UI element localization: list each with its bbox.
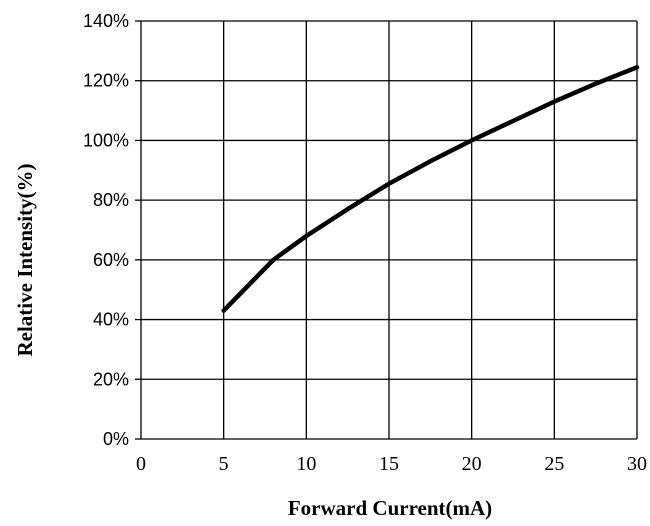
- y-tick-label: 60%: [93, 250, 129, 270]
- y-tick-label: 140%: [83, 11, 129, 31]
- y-tick-label: 80%: [93, 190, 129, 210]
- grid: [135, 20, 638, 440]
- y-tick-label: 20%: [93, 369, 129, 389]
- y-tick-label: 120%: [83, 71, 129, 91]
- y-tick-labels: 0% 20% 40% 60% 80% 100% 120% 140%: [83, 11, 129, 449]
- x-tick-label: 25: [544, 453, 564, 475]
- x-tick-label: 0: [136, 453, 146, 475]
- y-tick-label: 100%: [83, 130, 129, 150]
- series-layer: [221, 65, 640, 313]
- x-tick-label: 15: [379, 453, 399, 475]
- x-tick-label: 30: [627, 453, 647, 475]
- y-tick-label: 0%: [103, 429, 129, 449]
- x-tick-label: 5: [219, 453, 229, 475]
- x-tick-label: 10: [296, 453, 316, 475]
- y-tick-label: 40%: [93, 310, 129, 330]
- x-axis-title: Forward Current(mA): [288, 496, 492, 520]
- y-axis-title: Relative Intensity(%): [13, 163, 37, 356]
- x-tick-labels: 0 5 10 15 20 25 30: [136, 453, 647, 475]
- x-tick-label: 20: [462, 453, 482, 475]
- series-line: [221, 65, 640, 313]
